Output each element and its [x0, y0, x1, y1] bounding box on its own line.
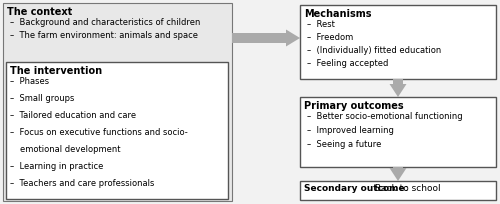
Text: –  Tailored education and care: – Tailored education and care — [10, 111, 136, 120]
Text: Secondary outcome:: Secondary outcome: — [304, 184, 408, 193]
Bar — [300, 5, 496, 79]
Bar — [300, 97, 496, 167]
Polygon shape — [390, 168, 406, 181]
Text: The intervention: The intervention — [10, 66, 102, 76]
Text: –  (Individually) fitted education: – (Individually) fitted education — [307, 46, 442, 55]
Text: Primary outcomes: Primary outcomes — [304, 101, 404, 111]
Text: –  Focus on executive functions and socio-: – Focus on executive functions and socio… — [10, 128, 188, 137]
Text: –  Freedom: – Freedom — [307, 33, 353, 42]
Bar — [232, 33, 286, 43]
Bar — [393, 167, 403, 168]
Polygon shape — [390, 84, 406, 97]
Text: –  Rest: – Rest — [307, 20, 335, 29]
Text: –  Teachers and care professionals: – Teachers and care professionals — [10, 179, 154, 188]
Text: Mechanisms: Mechanisms — [304, 9, 372, 19]
Text: The context: The context — [7, 7, 72, 17]
Bar — [393, 79, 403, 84]
Text: emotional development: emotional development — [20, 145, 120, 154]
Bar — [300, 181, 496, 200]
Text: Back to school: Back to school — [372, 184, 440, 193]
Text: –  The farm environment: animals and space: – The farm environment: animals and spac… — [10, 31, 198, 40]
Text: –  Better socio-emotional functioning: – Better socio-emotional functioning — [307, 112, 462, 121]
Text: –  Seeing a future: – Seeing a future — [307, 140, 382, 149]
Bar — [3, 3, 232, 201]
Text: –  Phases: – Phases — [10, 77, 49, 86]
Polygon shape — [286, 30, 300, 47]
Text: –  Feeling accepted: – Feeling accepted — [307, 59, 388, 68]
Text: –  Small groups: – Small groups — [10, 94, 74, 103]
Bar — [6, 62, 228, 199]
Text: –  Background and characteristics of children: – Background and characteristics of chil… — [10, 18, 200, 27]
Text: –  Learning in practice: – Learning in practice — [10, 162, 104, 171]
Text: –  Improved learning: – Improved learning — [307, 126, 394, 135]
